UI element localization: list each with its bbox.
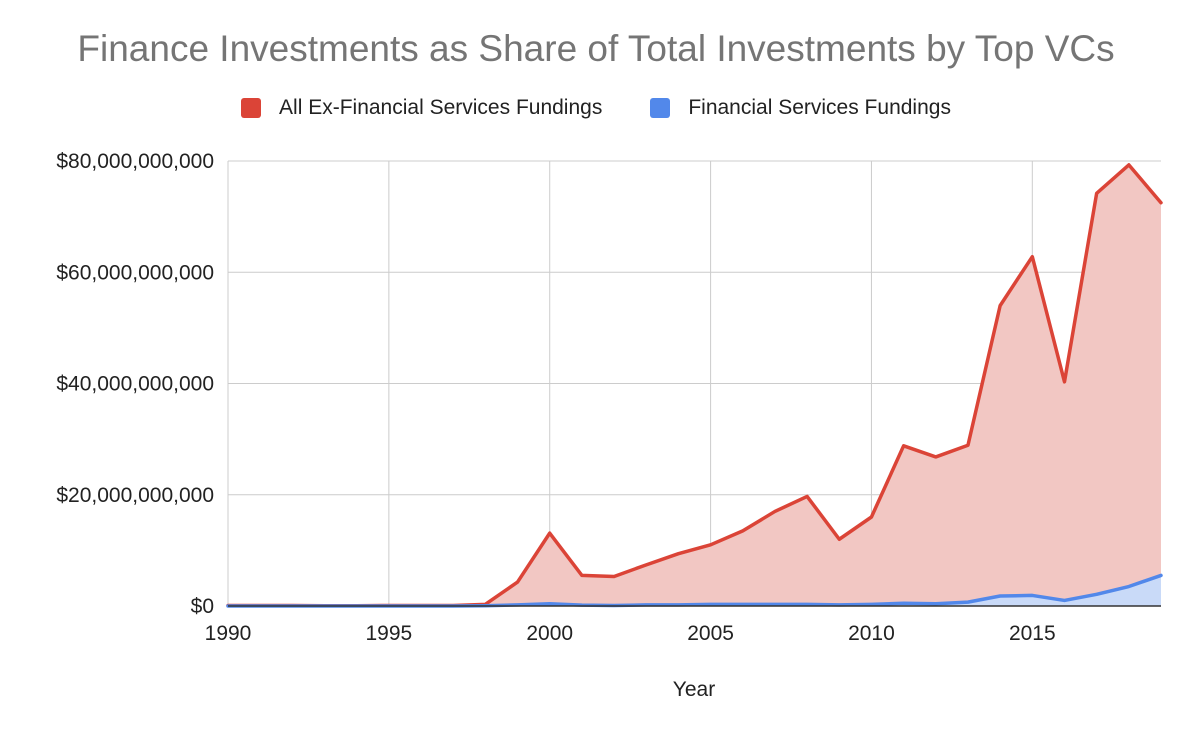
chart-title: Finance Investments as Share of Total In… <box>77 28 1115 69</box>
axis-layer: $0 $20,000,000,000 $40,000,000,000 $60,000,… <box>56 150 1161 645</box>
legend-swatch-financial <box>650 98 671 118</box>
x-tick-label: 2000 <box>526 622 573 645</box>
legend: All Ex-Financial Services Fundings Finan… <box>0 96 1192 120</box>
x-tick-label: 2010 <box>848 622 895 645</box>
x-tick-label: 1990 <box>205 622 252 645</box>
legend-item-financial[interactable]: Financial Services Fundings <box>650 96 951 120</box>
legend-label-ex-financial: All Ex-Financial Services Fundings <box>279 96 603 119</box>
x-tick-label: 2015 <box>1009 622 1056 645</box>
y-tick-label: $40,000,000,000 <box>56 373 214 396</box>
x-tick-label: 2005 <box>687 622 734 645</box>
legend-label-financial: Financial Services Fundings <box>688 96 951 119</box>
area-series-1 <box>228 575 1161 606</box>
area-layer <box>228 164 1161 606</box>
x-tick-label: 1995 <box>366 622 413 645</box>
y-tick-label: $60,000,000,000 <box>56 261 214 284</box>
y-tick-label: $80,000,000,000 <box>56 150 214 173</box>
x-axis-title: Year <box>673 678 715 701</box>
y-tick-label: $20,000,000,000 <box>56 484 214 507</box>
area-series-0 <box>228 164 1161 606</box>
y-tick-label: $0 <box>191 595 214 618</box>
legend-item-ex-financial[interactable]: All Ex-Financial Services Fundings <box>241 96 602 120</box>
legend-swatch-ex-financial <box>241 98 262 118</box>
